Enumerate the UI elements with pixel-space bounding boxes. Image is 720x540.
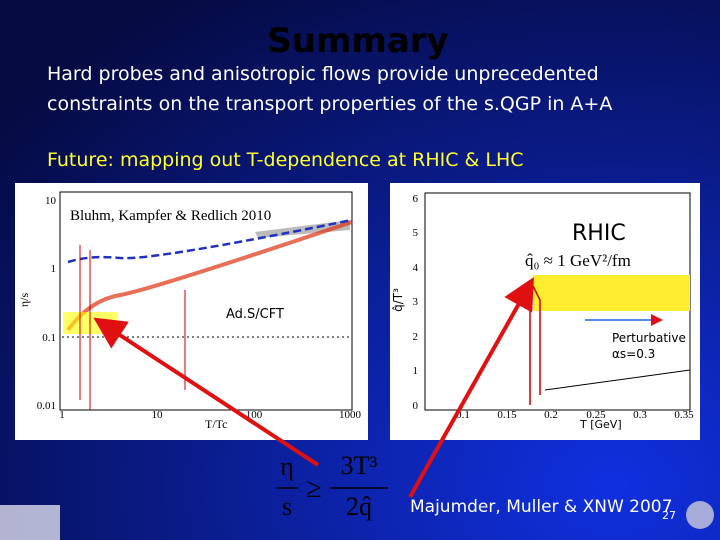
- ads-label: Ad.S/CFT: [226, 307, 284, 322]
- denominator: s: [282, 492, 292, 521]
- y-tick: 5: [413, 227, 419, 239]
- arrow: [93, 317, 320, 467]
- x-tick: 100: [246, 409, 263, 421]
- alpha-label: αs=0.3: [612, 347, 655, 361]
- numerator: η: [280, 452, 294, 481]
- y-tick: 0.1: [42, 332, 56, 344]
- frame: [59, 191, 353, 411]
- plot-bg: [390, 183, 700, 440]
- curve: [529, 279, 541, 405]
- x-tick: 0.15: [497, 409, 517, 421]
- page-number: 27: [662, 509, 676, 522]
- citation: Majumder, Muller & XNW 2007: [410, 497, 672, 517]
- x-tick: 0.25: [586, 409, 606, 421]
- rhic-label: RHIC: [572, 221, 626, 246]
- numerator: 3T³: [341, 451, 378, 480]
- x-tick: 1000: [339, 409, 362, 421]
- title: Summary: [267, 21, 448, 61]
- future-line: Future: mapping out T-dependence at RHIC…: [47, 149, 524, 171]
- pert-label: Perturbative: [612, 331, 686, 345]
- reference: Bluhm, Kampfer & Redlich 2010: [70, 208, 271, 224]
- formula: q̂₀ ≈ 1 GeV²/fm: [525, 251, 631, 270]
- denominator: 2q̂: [346, 492, 372, 521]
- band: [533, 275, 690, 311]
- y-tick: 6: [413, 193, 419, 205]
- x-tick: 10: [152, 409, 164, 421]
- formula: η s ≥ 3T³ 2q̂: [277, 451, 388, 521]
- x-tick: 0.35: [674, 409, 694, 421]
- logo: [686, 501, 714, 529]
- left-plot: Bluhm, Kampfer & Redlich 2010 Ad.S/CFT η…: [15, 183, 368, 440]
- arrow: [408, 277, 534, 498]
- y-tick: 3: [413, 296, 419, 308]
- y-tick: 1: [51, 263, 57, 275]
- y-tick: 10: [45, 195, 57, 207]
- right-plot: RHIC q̂₀ ≈ 1 GeV²/fm Perturbative αs=0.3…: [390, 183, 700, 440]
- text-line: constraints on the transport properties …: [47, 93, 612, 115]
- text-line: Hard probes and anisotropic flows provid…: [47, 63, 599, 85]
- y-label: q̂/T³: [391, 288, 405, 312]
- curve: [66, 220, 353, 332]
- y-tick: 1: [413, 365, 419, 377]
- y-label: η/s: [17, 293, 31, 308]
- y-tick: 0.01: [37, 400, 56, 412]
- band: [255, 220, 350, 238]
- y-tick: 0: [413, 400, 419, 412]
- x-tick: 1: [59, 409, 65, 421]
- operator: ≥: [306, 473, 321, 504]
- y-tick: 2: [413, 331, 419, 343]
- x-tick: 0.3: [633, 409, 647, 421]
- curve: [544, 369, 691, 391]
- x-label: T/Tc: [205, 417, 227, 431]
- x-label: T [GeV]: [579, 418, 622, 431]
- y-tick: 4: [413, 262, 419, 274]
- error-bars: [79, 245, 186, 410]
- x-tick: 0.2: [544, 409, 558, 421]
- logo: [0, 505, 60, 540]
